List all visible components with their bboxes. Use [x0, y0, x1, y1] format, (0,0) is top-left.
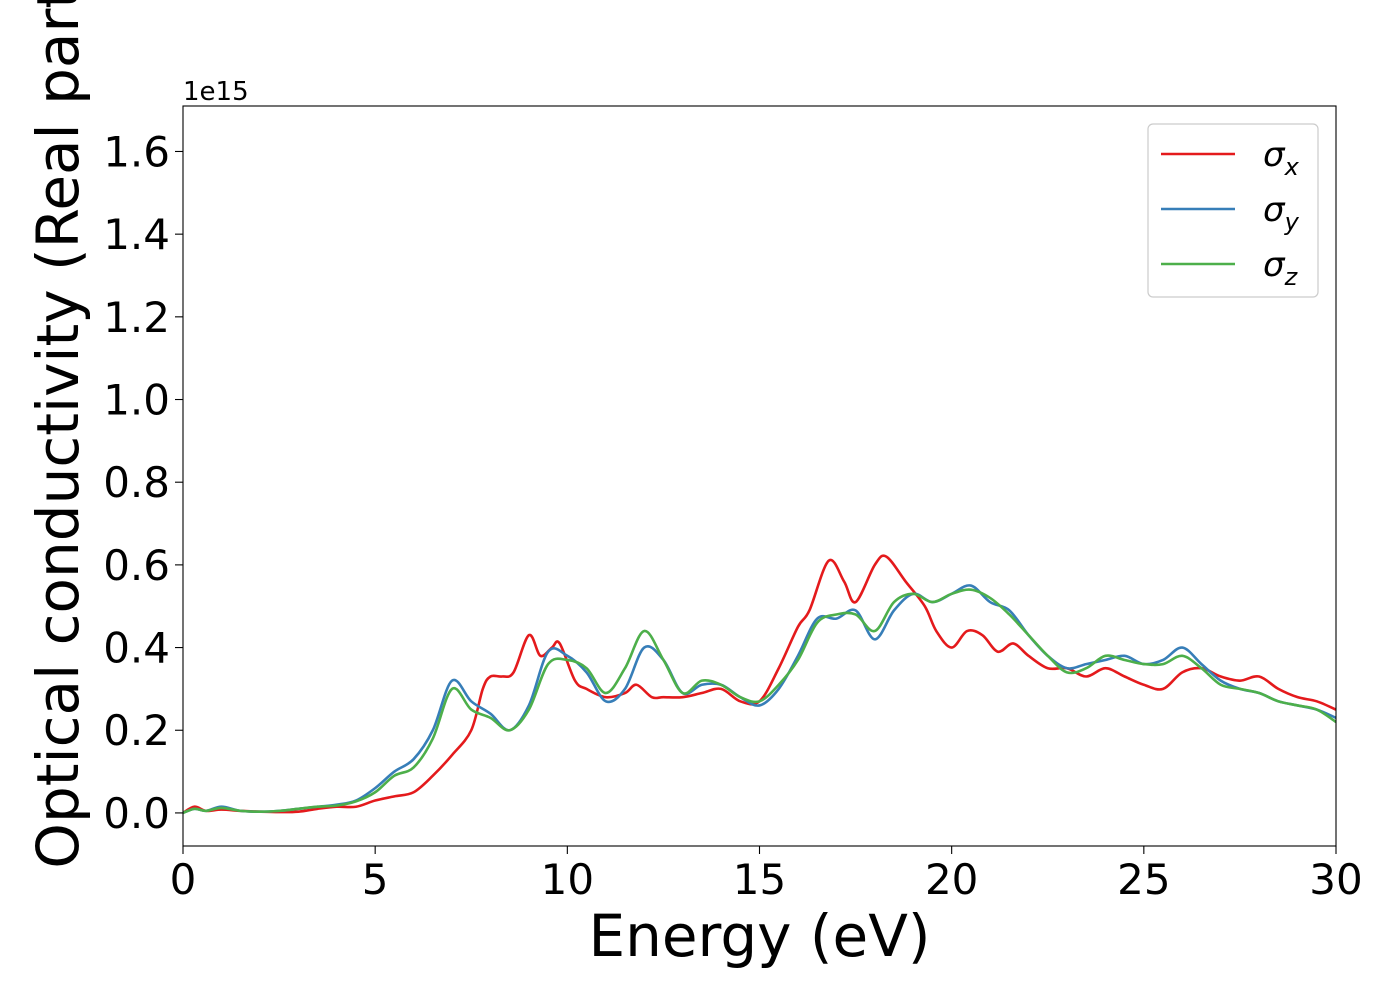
y-tick-label: 1.0	[103, 376, 170, 425]
series-layer	[183, 554, 1336, 815]
x-tick-label: 0	[170, 855, 197, 904]
series-line-sigma-x	[183, 554, 1336, 815]
y-tick-label: 0.4	[103, 624, 170, 673]
series-line-sigma-z	[183, 588, 1336, 815]
legend-label: σx	[1263, 135, 1300, 181]
legend-subscript: x	[1284, 153, 1300, 181]
x-tick-label: 15	[733, 855, 786, 904]
legend-subscript: y	[1284, 208, 1300, 236]
y-tick-label: 1.6	[103, 127, 170, 176]
y-tick-label: 0.8	[103, 458, 170, 507]
y-axis: 0.0 0.2 0.4 0.6 0.8 1.0 1.2 1.4 1.6	[103, 127, 183, 838]
legend-label: σy	[1263, 190, 1300, 236]
x-tick-label: 10	[541, 855, 594, 904]
y-tick-label: 0.0	[103, 789, 170, 838]
legend-label: σz	[1263, 245, 1299, 291]
y-tick-label: 1.4	[103, 210, 170, 259]
x-axis: 0 5 10 15 20 25 30	[170, 846, 1363, 904]
legend-symbol: σ	[1263, 190, 1286, 230]
y-axis-label: Optical conductivity (Real part)	[24, 0, 92, 869]
y-tick-label: 1.2	[103, 293, 170, 342]
legend-box	[1147, 123, 1319, 298]
x-axis-label: Energy (eV)	[588, 902, 930, 970]
y-tick-label: 0.2	[103, 706, 170, 755]
x-tick-label: 20	[925, 855, 978, 904]
x-tick-label: 25	[1117, 855, 1170, 904]
y-tick-label: 0.6	[103, 541, 170, 590]
x-tick-label: 30	[1309, 855, 1362, 904]
legend-symbol: σ	[1263, 245, 1286, 285]
legend-symbol: σ	[1263, 135, 1286, 175]
x-tick-label: 5	[362, 855, 389, 904]
y-axis-multiplier: 1e15	[183, 77, 249, 107]
legend-subscript: z	[1284, 263, 1299, 291]
